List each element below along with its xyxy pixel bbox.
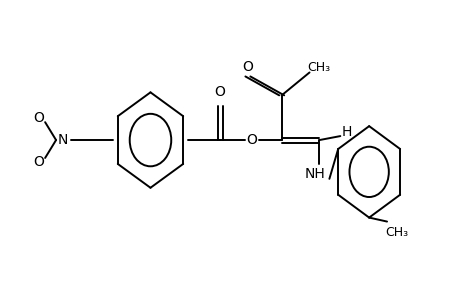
Text: O: O: [214, 85, 225, 99]
Text: CH₃: CH₃: [306, 61, 329, 74]
Text: N: N: [58, 133, 68, 147]
Text: O: O: [242, 59, 253, 74]
Text: O: O: [34, 111, 45, 125]
Text: H: H: [341, 125, 352, 139]
Text: O: O: [246, 133, 257, 147]
Text: CH₃: CH₃: [385, 226, 408, 239]
Text: NH: NH: [304, 167, 325, 181]
Text: O: O: [34, 155, 45, 169]
